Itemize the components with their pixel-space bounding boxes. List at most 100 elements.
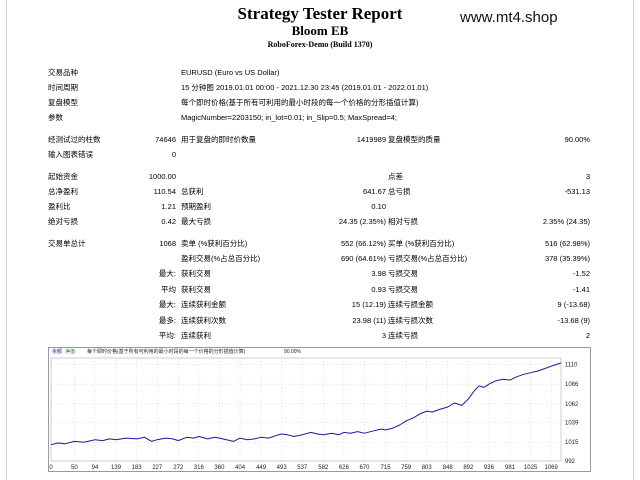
avg-profit-label: 获利交易 [181, 285, 211, 294]
x-tick-label: 981 [505, 465, 516, 471]
x-tick-label: 715 [381, 465, 392, 471]
x-tick-label: 0 [49, 465, 53, 471]
avgcons-row: 平均: 连续获利 3 连续亏损 2 [0, 330, 640, 342]
maximal-loss-label: 连续亏损次数 [388, 316, 433, 325]
avg-loss-label: 亏损交易 [388, 285, 418, 294]
x-tick-label: 670 [359, 465, 370, 471]
maximal-row: 最多: 连续获利次数 23.98 (11) 连续亏损次数 -13.68 (9) [0, 315, 640, 327]
y-tick-label: 1039 [565, 421, 579, 427]
profit-loss-trades-row: 盈利交易(%占总百分比) 690 (64.61%) 亏损交易(%占总百分比) 3… [0, 253, 640, 265]
bars-label: 经测试过的柱数 [48, 135, 101, 144]
grossloss-label: 总亏损 [388, 187, 411, 196]
largest-loss-label: 亏损交易 [388, 269, 418, 278]
y-tick-label: 992 [565, 459, 576, 465]
y-tick-label: 1015 [565, 440, 579, 446]
grossprofit-value: 641.67 [363, 187, 386, 196]
loss-trades-value: 378 (35.39%) [544, 254, 590, 263]
reldd-value: 2.35% (24.35) [542, 217, 590, 226]
pf-value: 1.21 [161, 202, 176, 211]
x-tick-label: 892 [463, 465, 474, 471]
params-label: 参数 [48, 113, 63, 122]
short-label: 卖单 (%获利百分比) [181, 239, 248, 248]
maximal-prefix: 最多: [158, 316, 176, 325]
report-frame [6, 0, 634, 480]
grossprofit-label: 总获利 [181, 187, 204, 196]
maximal-profit-label: 连续获利次数 [181, 316, 226, 325]
x-tick-label: 803 [422, 465, 433, 471]
largest-profit-label: 获利交易 [181, 269, 211, 278]
y-tick-label: 1086 [565, 382, 579, 388]
maxcons-losses-value: 9 (-13.68) [557, 300, 590, 309]
netprofit-row: 总净盈利 110.54 总获利 641.67 总亏损 -531.13 [0, 186, 640, 198]
profitfactor-row: 盈利比 1.21 预期盈利 0.10 [0, 201, 640, 213]
x-tick-label: 493 [277, 465, 288, 471]
maxcons-prefix: 最大: [158, 300, 176, 309]
largest-prefix: 最大: [158, 269, 176, 278]
maxcons-wins-value: 15 (12.19) [351, 300, 386, 309]
short-value: 552 (66.12%) [340, 239, 386, 248]
maxcons-wins-label: 连续获利金额 [181, 300, 226, 309]
spread-value: 3 [585, 172, 590, 181]
profit-trades-label: 盈利交易(%占总百分比) [181, 254, 261, 263]
period-label: 时间周期 [48, 83, 78, 92]
x-tick-label: 1025 [524, 465, 538, 471]
symbol-label: 交易品种 [48, 68, 78, 77]
avg-loss-value: -1.41 [572, 285, 590, 294]
bars-value: 74646 [155, 135, 176, 144]
maximal-profit-value: 23.98 (11) [352, 316, 386, 325]
trades-label: 交易单总计 [48, 239, 86, 248]
bars-row: 经测试过的柱数 74646 用于复盘的即时价数量 1419989 复盘模型的质量… [0, 134, 640, 146]
chart-model-text: 每个即时价格(基于所有可利用的最小时段的每一个价格的分形插值计算) [87, 349, 246, 355]
x-tick-label: 50 [71, 465, 78, 471]
expected-value: 0.10 [371, 202, 386, 211]
x-tick-label: 936 [484, 465, 495, 471]
maxcons-row: 最大: 连续获利金额 15 (12.19) 连续亏损金额 9 (-13.68) [0, 299, 640, 311]
ticks-label: 用于复盘的即时价数量 [181, 135, 256, 144]
avgcons-losses-value: 2 [585, 331, 590, 340]
x-tick-label: 272 [173, 465, 184, 471]
balance-chart: 余额 净值 每个即时价格(基于所有可利用的最小时段的每一个价格的分形插值计算) … [48, 347, 591, 472]
pf-label: 盈利比 [48, 202, 71, 211]
largest-row: 最大: 获利交易 3.98 亏损交易 -1.52 [0, 268, 640, 280]
trades-value: 1068 [159, 239, 176, 248]
quality-label: 复盘模型的质量 [388, 135, 441, 144]
y-tick-label: 1110 [565, 363, 578, 369]
plot-area [50, 357, 562, 462]
grossloss-value: -531.13 [564, 187, 590, 196]
x-tick-label: 1069 [544, 465, 558, 471]
server-info: RoboForex-Demo (Build 1370) [267, 40, 373, 49]
avgcons-prefix: 平均: [158, 331, 176, 340]
average-prefix: 平均 [161, 285, 176, 294]
x-tick-label: 404 [235, 465, 246, 471]
maxcons-losses-label: 连续亏损金额 [388, 300, 433, 309]
long-value: 516 (62.98%) [544, 239, 590, 248]
errors-label: 输入图表错误 [48, 150, 93, 159]
chart-quality-text: 90.00% [284, 349, 301, 355]
x-tick-label: 537 [297, 465, 308, 471]
largest-profit-value: 3.98 [371, 269, 386, 278]
period-row: 时间周期 15 分钟图 2019.01.01 00:00 - 2021.12.3… [0, 82, 640, 94]
x-tick-label: 848 [443, 465, 454, 471]
symbol-value: EURUSD (Euro vs US Dollar) [181, 68, 280, 77]
errors-row: 输入图表错误 0 [0, 149, 640, 161]
x-tick-label: 360 [214, 465, 225, 471]
long-label: 买单 (%获利百分比) [388, 239, 455, 248]
x-tick-label: 582 [318, 465, 329, 471]
expected-label: 预期盈利 [181, 202, 211, 211]
avgcons-losses-label: 连续亏损 [388, 331, 418, 340]
x-tick-label: 626 [339, 465, 350, 471]
symbol-row: 交易品种 EURUSD (Euro vs US Dollar) [0, 67, 640, 79]
maximal-loss-value: -13.68 (9) [557, 316, 590, 325]
largest-loss-value: -1.52 [572, 269, 590, 278]
errors-value: 0 [171, 150, 176, 159]
chart-plot: 0 50 94 139 183 227 272 316 360 404 449 493 537 582 62… [49, 357, 579, 471]
x-tick-label: 94 [92, 465, 99, 471]
ticks-value: 1419989 [356, 135, 386, 144]
drawdown-row: 绝对亏损 0.42 最大亏损 24.35 (2.35%) 相对亏损 2.35% … [0, 216, 640, 228]
model-row: 复盘模型 每个即时价格(基于所有可利用的最小时段的每一个价格的分形插值计算) [0, 97, 640, 109]
equity-legend: 净值 [65, 349, 76, 355]
x-tick-label: 449 [256, 465, 267, 471]
netprofit-label: 总净盈利 [48, 187, 78, 196]
balance-legend: 余额 [52, 349, 63, 355]
deposit-value: 1000.00 [148, 172, 176, 181]
